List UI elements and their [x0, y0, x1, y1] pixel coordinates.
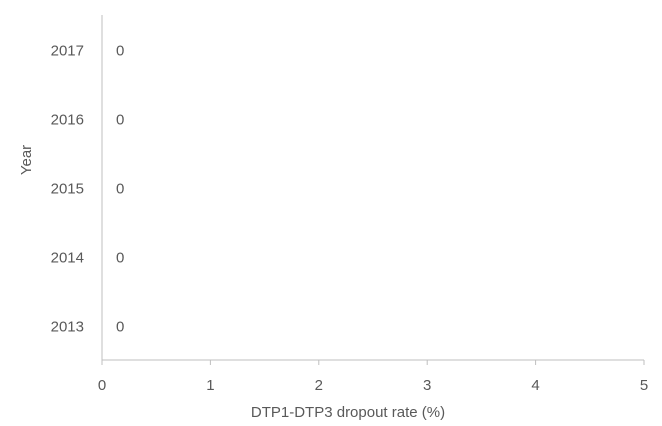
axes-layer: [101, 15, 645, 365]
y-tick-label: 2014: [51, 250, 84, 267]
labels-layer: 0 1 2 3 4 5 2013 0 2014 0 2015 0 2016 0 2017 0: [51, 43, 649, 395]
x-tick-label: 2: [315, 377, 323, 394]
x-axis-title: DTP1-DTP3 dropout rate (%): [251, 404, 445, 421]
y-tick-label: 2013: [51, 319, 84, 336]
y-tick-label: 2016: [51, 112, 84, 129]
data-label: 0: [116, 112, 124, 129]
x-tick-label: 4: [531, 377, 539, 394]
y-axis-title: Year: [18, 145, 35, 175]
y-tick-label: 2017: [51, 43, 84, 60]
y-tick-label: 2015: [51, 181, 84, 198]
data-label: 0: [116, 43, 124, 60]
data-label: 0: [116, 250, 124, 267]
data-label: 0: [116, 319, 124, 336]
x-tick-label: 1: [206, 377, 214, 394]
x-tick-label: 0: [98, 377, 106, 394]
data-label: 0: [116, 181, 124, 198]
x-tick-label: 5: [640, 377, 648, 394]
x-tick-label: 3: [423, 377, 431, 394]
